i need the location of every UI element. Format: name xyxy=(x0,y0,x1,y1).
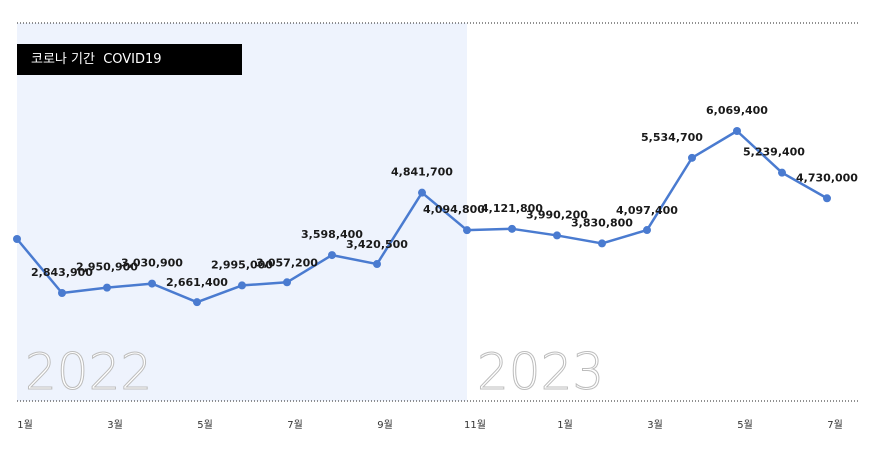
data-point xyxy=(58,289,66,297)
x-tick-labels: 1월 3월 5월 7월 9월 11월 1월 3월 5월 7월 xyxy=(17,419,843,431)
data-label: 3,990,200 xyxy=(526,208,588,221)
data-points xyxy=(13,127,831,307)
data-label: 3,030,900 xyxy=(121,257,183,270)
data-label: 4,097,400 xyxy=(616,204,678,217)
data-point xyxy=(13,235,21,243)
x-tick-label: 3월 xyxy=(107,419,123,431)
data-point xyxy=(283,278,291,287)
year-label-2022: 2022 xyxy=(25,343,152,401)
data-label: 3,598,400 xyxy=(301,228,363,241)
data-point xyxy=(328,251,336,260)
data-point xyxy=(103,283,111,292)
x-tick-label: 7월 xyxy=(287,419,303,431)
data-label: 2,661,400 xyxy=(166,276,228,289)
x-tick-label: 3월 xyxy=(647,419,663,431)
x-tick-label: 5월 xyxy=(197,419,213,431)
data-point xyxy=(553,231,561,240)
data-point xyxy=(463,226,471,235)
year-labels: 2022 2023 xyxy=(25,343,605,402)
x-tick-label: 1월 xyxy=(557,419,573,431)
data-label: 4,730,000 xyxy=(796,171,858,184)
data-point xyxy=(373,260,381,269)
data-label: 3,057,200 xyxy=(256,256,318,269)
x-tick-label: 9월 xyxy=(377,419,393,431)
data-point xyxy=(418,188,426,197)
data-label: 2,995,000 xyxy=(211,258,273,271)
covid-period-band xyxy=(17,23,467,401)
data-point xyxy=(733,127,741,135)
data-label: 4,094,800 xyxy=(423,203,485,216)
data-point xyxy=(688,153,696,162)
x-tick-label: 5월 xyxy=(737,419,753,431)
x-tick-label: 1월 xyxy=(17,419,33,431)
data-label: 2,843,900 xyxy=(31,266,93,279)
data-point xyxy=(778,168,786,177)
data-label: 5,239,400 xyxy=(743,146,805,159)
year-label-2023: 2023 xyxy=(477,343,604,401)
data-label: 3,830,800 xyxy=(571,216,633,229)
data-label: 3,420,500 xyxy=(346,238,408,251)
data-label: 4,121,800 xyxy=(481,202,543,215)
data-label: 2,950,900 xyxy=(76,261,138,274)
data-point xyxy=(823,194,831,203)
data-point xyxy=(193,298,201,307)
data-point xyxy=(148,279,156,288)
covid-period-badge: 코로나 기간 COVID19 xyxy=(17,44,242,75)
data-point xyxy=(508,224,516,233)
data-point xyxy=(598,239,606,248)
data-point xyxy=(238,281,246,290)
data-label: 5,534,700 xyxy=(641,131,703,144)
data-point xyxy=(643,226,651,235)
data-label: 4,841,700 xyxy=(391,166,453,179)
x-tick-label: 11월 xyxy=(464,419,486,431)
x-tick-label: 7월 xyxy=(827,419,843,431)
data-label: 6,069,400 xyxy=(706,104,768,117)
